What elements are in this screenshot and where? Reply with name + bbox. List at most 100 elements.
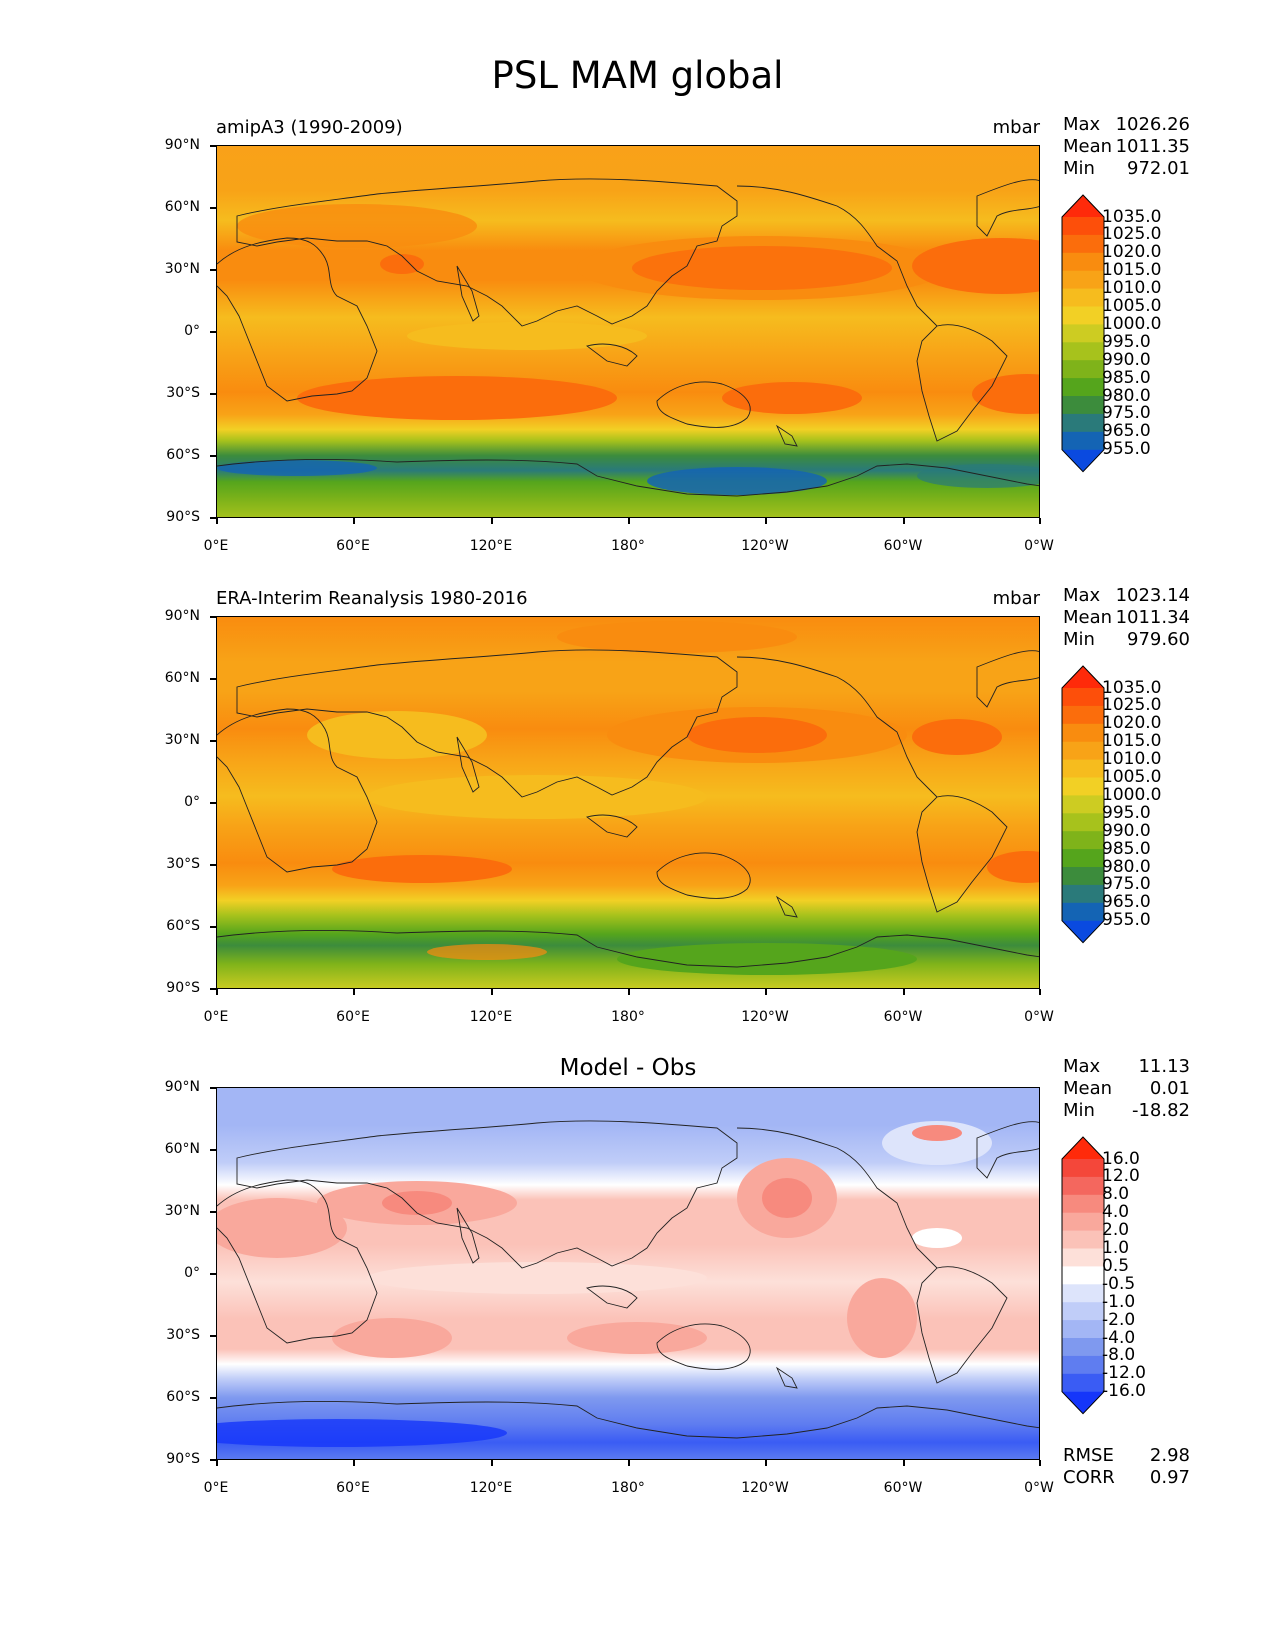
colorbar-tick-label: 1035.0 [1102, 206, 1162, 227]
stat-max-value: 1023.14 [1115, 585, 1190, 606]
panel-model: amipA3 (1990-2009) mbar [0, 114, 1275, 587]
contour-asia-positive-core [382, 1191, 452, 1215]
y-tick [210, 1397, 216, 1399]
lat-label-60n: 60°N [164, 670, 200, 686]
contour-africa-positive [217, 1198, 347, 1258]
lon-label-0w: 0°W [1024, 1009, 1054, 1025]
colorbar-extend-min [1062, 1391, 1104, 1414]
stat-min-label: Min [1063, 158, 1095, 179]
colorbar-segment [1062, 1266, 1104, 1285]
contour-ross-low [647, 467, 827, 495]
figure-title: PSL MAM global [491, 54, 784, 97]
stat-min-value: 979.60 [1127, 629, 1190, 650]
contour-pacific-positive [567, 1322, 707, 1354]
lon-label-0w: 0°W [1024, 1480, 1054, 1496]
stat-min-label: Min [1063, 1100, 1095, 1121]
panel-observations: ERA-Interim Reanalysis 1980-2016 mbar [0, 585, 1275, 1058]
map-svg [217, 1088, 1039, 1459]
coastlines [217, 649, 1039, 968]
map-plot [216, 616, 1040, 989]
contour-sa-positive [847, 1278, 917, 1358]
y-tick [210, 1335, 216, 1337]
colorbar-tick-label: 2.0 [1102, 1220, 1130, 1241]
lat-label-60n: 60°N [164, 199, 200, 215]
panel-title: Model - Obs [559, 1055, 697, 1081]
colorbar-segment [1062, 813, 1104, 832]
colorbar-segment [1062, 1284, 1104, 1303]
colorbar-segment [1062, 688, 1104, 707]
x-tick [1039, 989, 1041, 995]
lon-label-120e: 120°E [469, 538, 513, 554]
lon-label-0e: 0°E [203, 538, 229, 554]
stat-max-label: Max [1063, 585, 1101, 606]
stat-mean-value: 0.01 [1149, 1078, 1190, 1099]
colorbar-tick-label: 985.0 [1102, 838, 1151, 859]
lon-label-180: 180° [611, 538, 645, 554]
y-tick [210, 864, 216, 866]
x-tick [216, 1460, 218, 1466]
rmse-label: RMSE [1063, 1445, 1114, 1466]
colorbar-tick-label: 1025.0 [1102, 224, 1162, 245]
lat-label-90s: 90°S [166, 1451, 200, 1467]
colorbar-segment [1062, 324, 1104, 343]
colorbar [1061, 194, 1105, 473]
colorbar-tick-label: 0.5 [1102, 1255, 1130, 1276]
x-tick [903, 518, 905, 524]
y-tick [210, 678, 216, 680]
colorbar-tick-label: 975.0 [1102, 403, 1151, 424]
x-tick [903, 989, 905, 995]
x-tick [628, 1460, 630, 1466]
lat-label-60s: 60°S [166, 1389, 200, 1405]
lon-label-60e: 60°E [336, 538, 370, 554]
colorbar-tick-label: -12.0 [1102, 1363, 1146, 1384]
map-svg [217, 617, 1039, 988]
colorbar-segment [1062, 831, 1104, 850]
colorbar-tick-label: -1.0 [1102, 1291, 1136, 1312]
y-tick [210, 1149, 216, 1151]
y-tick [210, 1211, 216, 1213]
lon-label-60w: 60°W [883, 538, 923, 554]
lon-label-120e: 120°E [469, 1480, 513, 1496]
lat-label-0: 0° [184, 323, 200, 339]
colorbar-svg [1061, 1136, 1105, 1415]
colorbar-tick-label: 975.0 [1102, 874, 1151, 895]
colorbar-segment [1062, 1338, 1104, 1357]
lon-label-0e: 0°E [203, 1009, 229, 1025]
lat-label-60s: 60°S [166, 447, 200, 463]
contour-weddell-low [917, 464, 1039, 488]
contour-arctic-high [557, 621, 797, 653]
lon-label-120w: 120°W [741, 538, 789, 554]
colorbar-tick-label: 955.0 [1102, 439, 1151, 460]
y-tick [210, 988, 216, 990]
x-tick [216, 989, 218, 995]
colorbar-tick-label: 1020.0 [1102, 713, 1162, 734]
stat-mean-value: 1011.35 [1115, 136, 1190, 157]
stat-max-label: Max [1063, 1056, 1101, 1077]
y-tick [210, 1273, 216, 1275]
colorbar-tick-label: 980.0 [1102, 385, 1151, 406]
stat-mean-label: Mean [1063, 1078, 1113, 1099]
lon-label-120e: 120°E [469, 1009, 513, 1025]
colorbar-tick-label: 16.0 [1102, 1148, 1140, 1169]
contour-antarctic-negative [217, 1419, 507, 1447]
colorbar-tick-label: 1010.0 [1102, 278, 1162, 299]
colorbar-segment [1062, 795, 1104, 814]
panel-units: mbar [992, 117, 1040, 138]
panel-title: amipA3 (1990-2009) [216, 117, 403, 138]
colorbar-segment [1062, 849, 1104, 868]
colorbar-segment [1062, 252, 1104, 272]
colorbar-svg [1061, 194, 1105, 473]
contour-antarctic-high [427, 944, 547, 960]
coastlines [217, 1120, 1039, 1439]
stat-mean-label: Mean [1063, 136, 1113, 157]
colorbar-extend-min [1062, 920, 1104, 943]
colorbar-outline [1061, 665, 1105, 944]
y-tick [210, 1459, 216, 1461]
stat-mean-label: Mean [1063, 607, 1113, 628]
contour-atlantic-high [912, 719, 1002, 755]
colorbar-tick-label: 1025.0 [1102, 695, 1162, 716]
colorbar-segment [1062, 1302, 1104, 1321]
corr-label: CORR [1063, 1467, 1115, 1488]
y-tick [210, 926, 216, 928]
contour-asia-low [307, 711, 487, 759]
